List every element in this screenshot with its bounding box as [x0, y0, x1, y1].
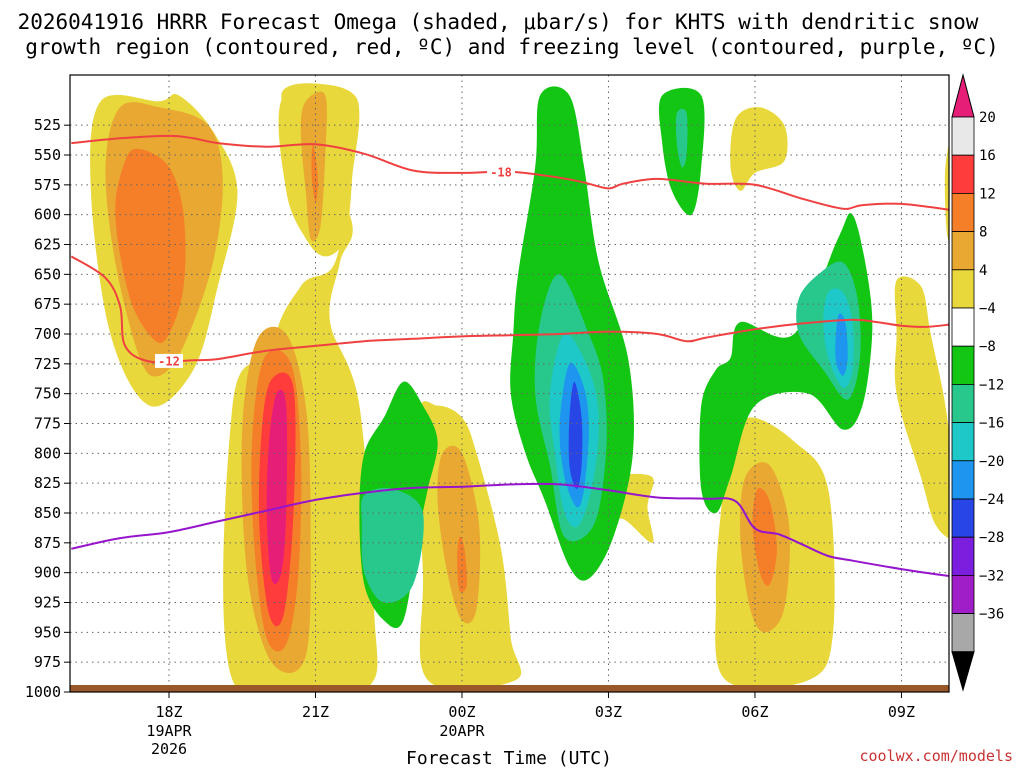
- colorbar-label-1: 16: [979, 148, 996, 164]
- colorbar-band-12: [951, 575, 975, 615]
- colorbar-band-2: [951, 192, 975, 232]
- colorbar-band-8: [951, 422, 975, 462]
- omega-shading: [90, 83, 949, 692]
- y-tick-label-650: 650: [34, 265, 61, 283]
- omega-12-g-region: [752, 487, 777, 586]
- omega-4-i-region: [944, 143, 949, 241]
- x-tick-label-00Z: 00Z: [448, 703, 475, 721]
- x-tick-label-03Z: 03Z: [595, 703, 622, 721]
- colorbar-label-4: 4: [979, 263, 987, 279]
- y-tick-label-575: 575: [34, 176, 61, 194]
- y-tick-label-1000: 1000: [25, 683, 61, 701]
- colorbar-band-11: [951, 536, 975, 576]
- colorbar-label-7: −12: [979, 377, 1004, 393]
- x-tick-sublabel-20APR: 20APR: [439, 722, 485, 740]
- y-tick-label-850: 850: [34, 504, 61, 522]
- chart-title-line-1: 2026041916 HRRR Forecast Omega (shaded, …: [18, 10, 979, 34]
- colorbar-band-1: [951, 154, 975, 194]
- y-tick-label-700: 700: [34, 325, 61, 343]
- dgz-top-isotherm-line: [71, 134, 949, 211]
- x-tick-sublabel-19APR: 19APR: [146, 722, 192, 740]
- y-tick-label-800: 800: [34, 444, 61, 462]
- omega-20-c-region: [266, 389, 288, 585]
- omega-12-d-region: [457, 536, 468, 593]
- colorbar-band-7: [951, 383, 975, 423]
- colorbar-label-8: −16: [979, 416, 1004, 432]
- x-tick-label-21Z: 21Z: [302, 703, 329, 721]
- colorbar-label-11: −28: [979, 530, 1004, 546]
- x-tick-sublabel-2026: 2026: [151, 740, 187, 758]
- colorbar-label-3: 8: [979, 225, 987, 241]
- x-axis-label: Forecast Time (UTC): [406, 748, 612, 768]
- y-tick-label-550: 550: [34, 146, 61, 164]
- colorbar-label-2: 12: [979, 186, 996, 202]
- gridlines: [70, 75, 949, 692]
- colorbar-label-12: −32: [979, 568, 1004, 584]
- y-tick-label-925: 925: [34, 594, 61, 612]
- plot-area: -18 -12: [70, 75, 949, 692]
- credit-text: coolwx.com/models: [859, 747, 1013, 765]
- y-tick-label-625: 625: [34, 236, 61, 254]
- colorbar-band-6: [951, 345, 975, 385]
- omega-neg16-c-region: [835, 313, 848, 376]
- dgz-bottom-isotherm-label-bg: [155, 353, 183, 368]
- omega-4-e-region: [603, 473, 654, 543]
- colorbar-label-5: −4: [979, 301, 996, 317]
- colorbar-bottom-cap: [951, 651, 975, 692]
- y-tick-label-950: 950: [34, 623, 61, 641]
- pressure-axis: 525 550 575 600 625 650 675 700 725 750 775 800 825 8…: [25, 116, 70, 701]
- colorbar-band-0: [951, 116, 975, 156]
- contours: -18 -12: [70, 134, 949, 578]
- y-tick-label-725: 725: [34, 355, 61, 373]
- y-tick-label-825: 825: [34, 474, 61, 492]
- x-tick-label-18Z: 18Z: [155, 703, 182, 721]
- dgz-bottom-isotherm-line: [70, 255, 949, 364]
- y-tick-label-600: 600: [34, 206, 61, 224]
- dgz-bottom-isotherm-label: -12: [158, 354, 180, 368]
- omega-neg8-b-region: [675, 108, 688, 168]
- freezing-level-line: [71, 482, 949, 578]
- colorbar-band-10: [951, 498, 975, 538]
- y-tick-label-775: 775: [34, 415, 61, 433]
- colorbar-band-4: [951, 269, 975, 309]
- colorbar-label-9: −20: [979, 454, 1004, 470]
- plot-frame: [69, 74, 950, 693]
- y-tick-label-525: 525: [34, 116, 61, 134]
- omega-neg8-d-region: [361, 487, 424, 603]
- colorbar-band-3: [951, 231, 975, 271]
- colorbar-top-cap: [951, 73, 975, 118]
- y-tick-label-675: 675: [34, 295, 61, 313]
- colorbar-label-6: −8: [979, 339, 996, 355]
- colorbar-label-13: −36: [979, 607, 1004, 623]
- omega-neg20-a-region: [568, 381, 583, 490]
- y-tick-label-900: 900: [34, 564, 61, 582]
- colorbar: 20 16 12 8 4 −4 −8 −12 −16 −20 −24 −28 −32 −36: [951, 73, 1004, 692]
- dgz-top-isotherm-label: -18: [490, 165, 512, 179]
- omega-8-d-region: [437, 445, 481, 624]
- x-tick-label-09Z: 09Z: [888, 703, 915, 721]
- omega-4-f-region: [730, 107, 788, 191]
- x-tick-label-06Z: 06Z: [741, 703, 768, 721]
- colorbar-band-9: [951, 460, 975, 500]
- ground-terrain: [70, 685, 949, 692]
- omega-4-h-region: [894, 276, 949, 539]
- y-tick-label-875: 875: [34, 534, 61, 552]
- colorbar-label-0: 20: [979, 110, 996, 126]
- colorbar-band-5: [951, 307, 975, 347]
- dgz-top-isotherm-label-bg: [487, 164, 516, 179]
- colorbar-band-13: [951, 613, 975, 653]
- y-tick-label-975: 975: [34, 653, 61, 671]
- omega-12-b-region: [311, 143, 318, 203]
- chart-title-line-2: growth region (contoured, red, ºC) and f…: [25, 35, 999, 59]
- colorbar-label-10: −24: [979, 492, 1004, 508]
- y-tick-label-750: 750: [34, 385, 61, 403]
- omega-12-a-region: [115, 148, 186, 344]
